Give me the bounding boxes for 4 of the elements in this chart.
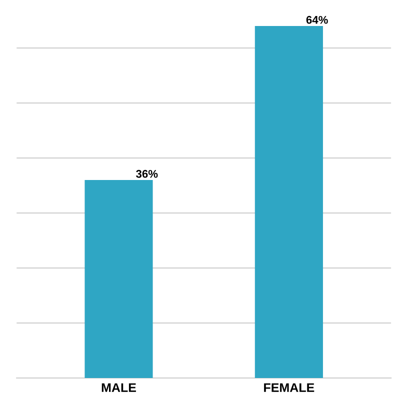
x-tick-label: MALE (102, 383, 136, 392)
data-label: 64% (306, 16, 328, 24)
data-label: 36% (136, 170, 158, 178)
x-tick-label: FEMALE (264, 383, 314, 392)
